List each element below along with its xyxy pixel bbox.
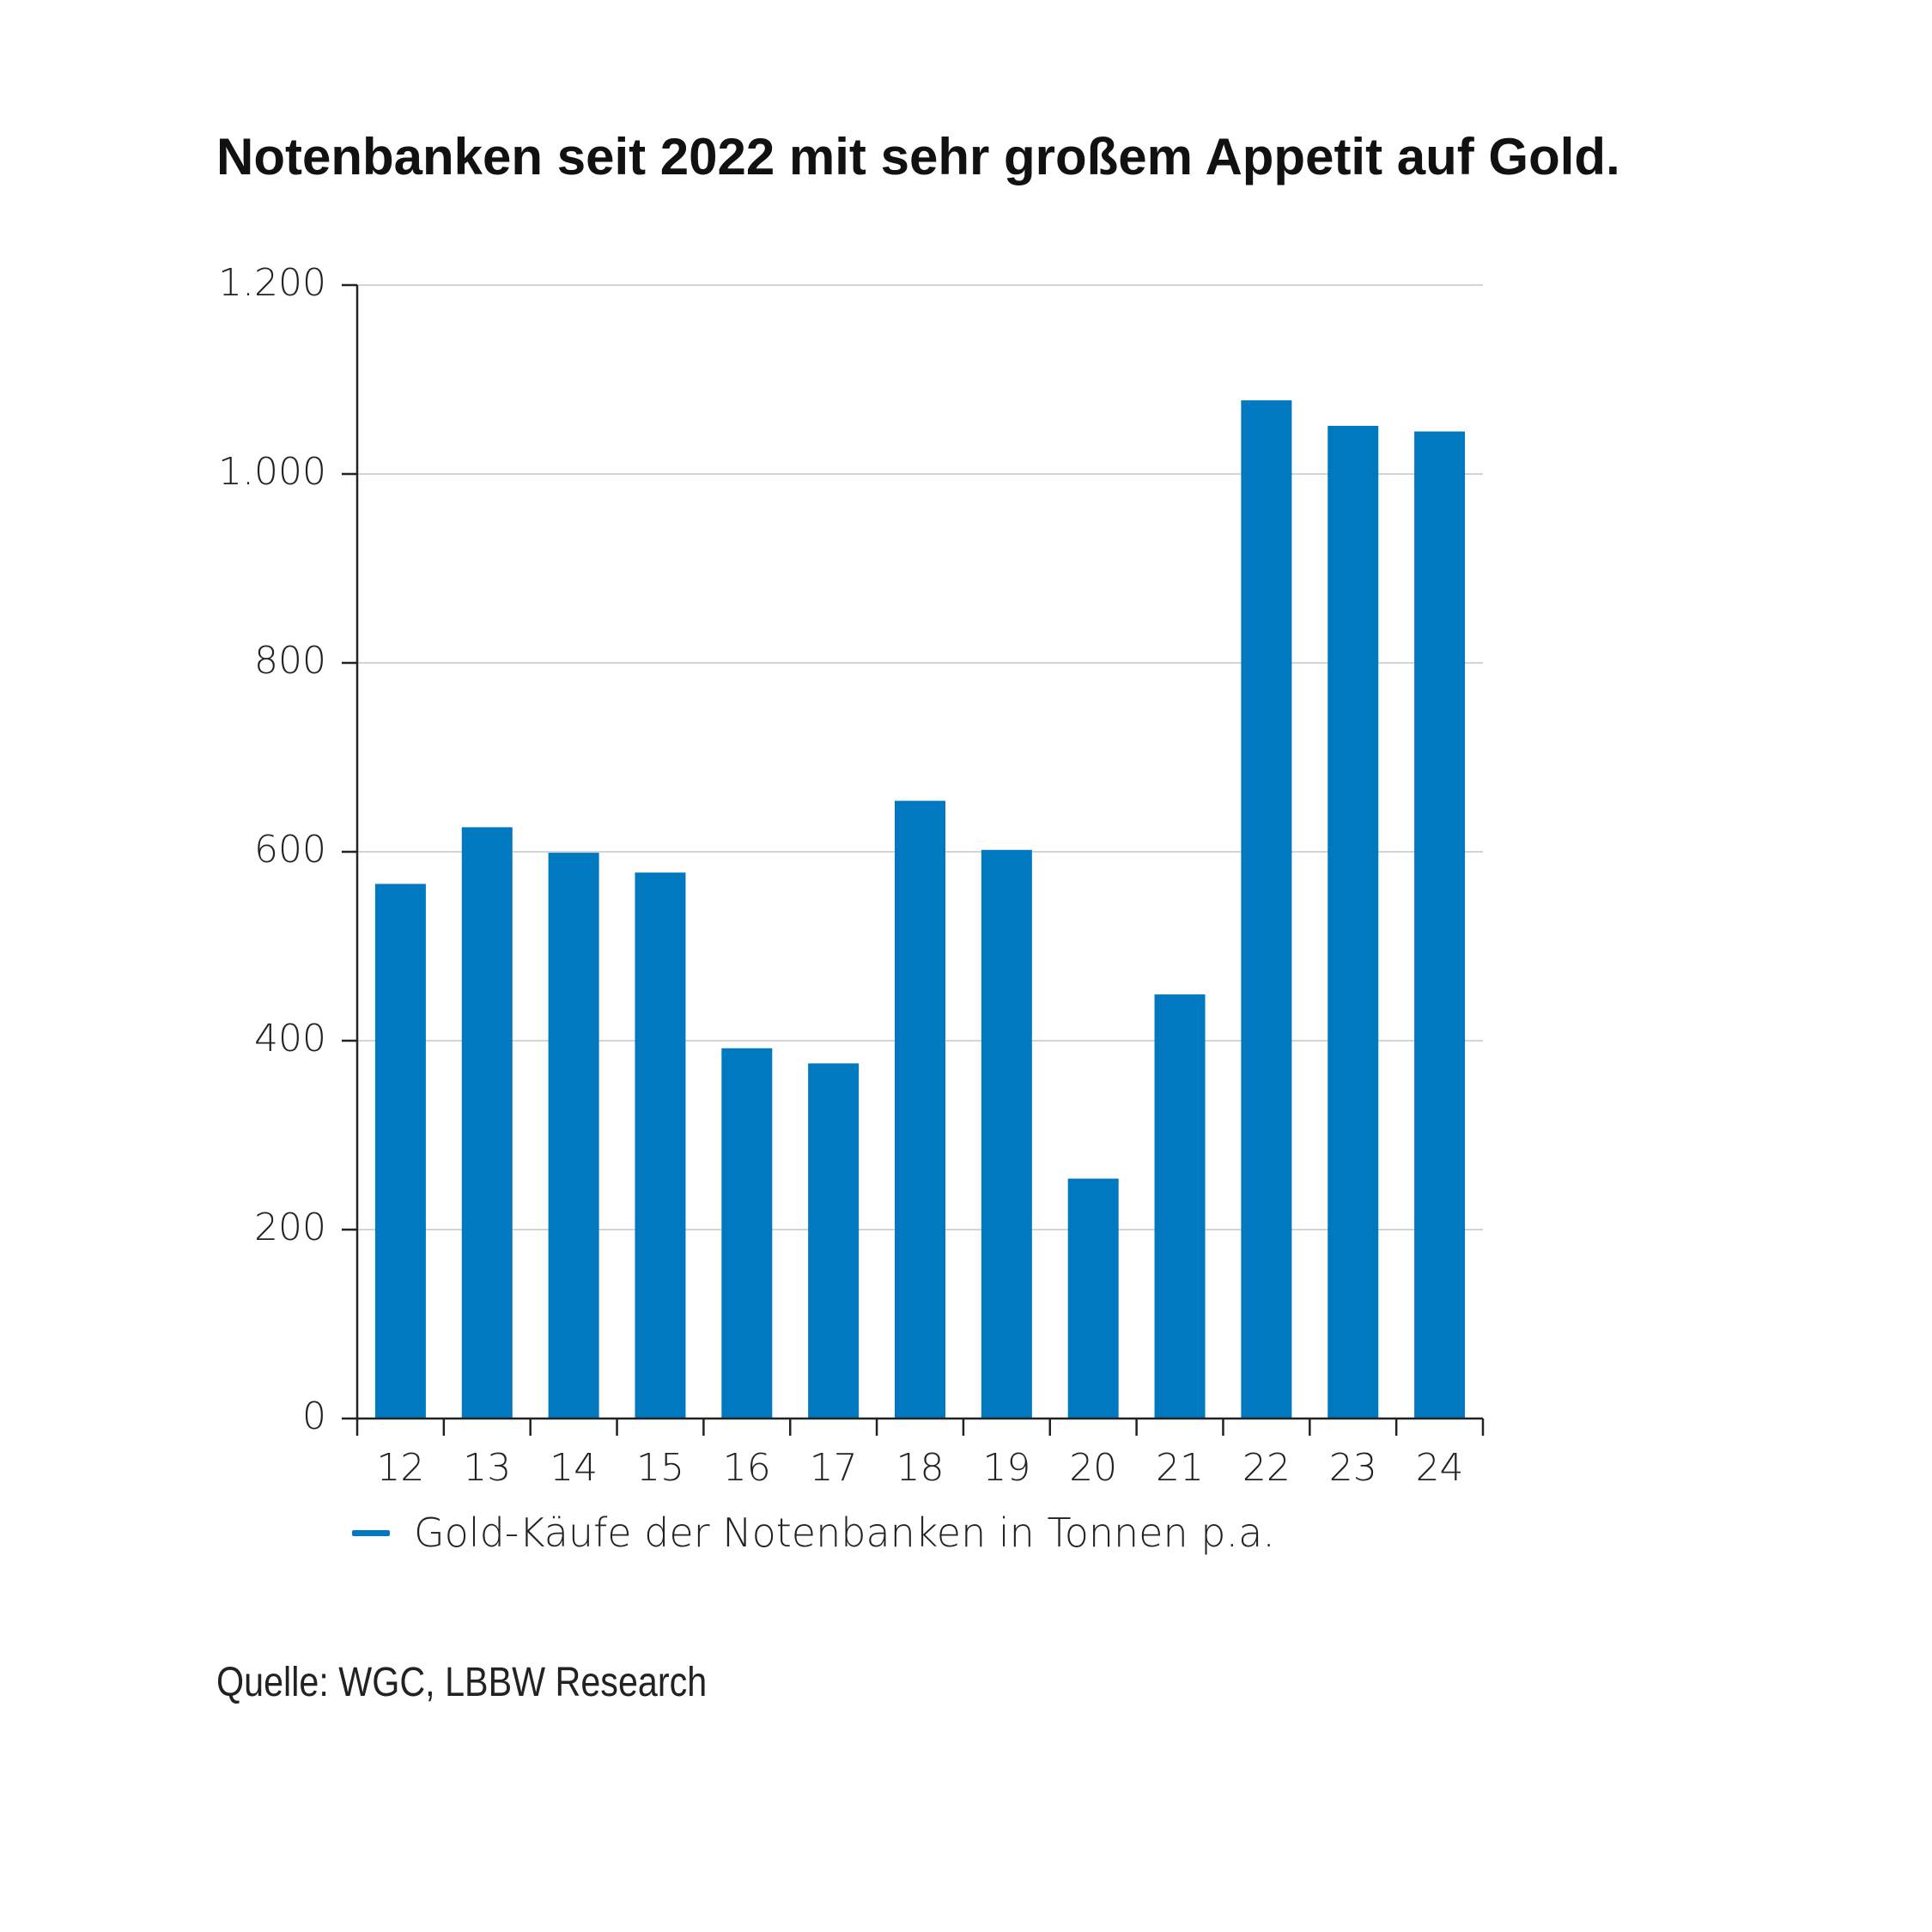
- x-tick-label: 14: [550, 1446, 598, 1490]
- bar: [548, 853, 599, 1419]
- y-tick-label: 1.200: [218, 261, 326, 305]
- x-tick-label: 19: [982, 1446, 1030, 1490]
- source-note: Quelle: WGC, LBBW Research: [216, 1660, 708, 1705]
- bar: [1067, 1178, 1119, 1419]
- bar: [374, 884, 426, 1419]
- bar: [461, 827, 513, 1419]
- x-tick-label: 23: [1329, 1446, 1377, 1490]
- chart-title: Notenbanken seit 2022 mit sehr großem Ap…: [216, 128, 1620, 185]
- legend-swatch: [352, 1529, 390, 1536]
- x-tick-label: 22: [1242, 1446, 1291, 1490]
- bar: [1327, 425, 1379, 1419]
- bar: [981, 849, 1032, 1419]
- y-tick-label: 200: [254, 1206, 326, 1249]
- y-tick-label: 1.000: [218, 450, 326, 494]
- x-tick-label: 15: [636, 1446, 684, 1490]
- y-tick-label: 800: [254, 639, 326, 683]
- x-tick-labels: 12 13 14 15 16 17 18 19 20 21 22 23 24: [376, 1446, 1463, 1490]
- bar: [635, 872, 686, 1419]
- y-tick-label: 600: [254, 828, 326, 872]
- x-tick-label: 18: [896, 1446, 945, 1490]
- bar: [721, 1048, 773, 1419]
- x-tick-label: 24: [1416, 1446, 1464, 1490]
- legend-label: Gold-Käufe der Notenbanken in Tonnen p.a…: [414, 1510, 1275, 1556]
- bars: [374, 400, 1466, 1419]
- x-tick-label: 16: [723, 1446, 771, 1490]
- bar: [1154, 994, 1206, 1419]
- x-tick-label: 21: [1156, 1446, 1204, 1490]
- bar: [808, 1063, 860, 1419]
- axes: [342, 283, 1485, 1436]
- y-tick-label: 400: [254, 1017, 326, 1060]
- x-tick-label: 13: [463, 1446, 511, 1490]
- bar: [1414, 431, 1466, 1419]
- bar: [895, 800, 945, 1419]
- x-tick-label: 20: [1069, 1446, 1117, 1490]
- legend: Gold-Käufe der Notenbanken in Tonnen p.a…: [352, 1510, 1275, 1556]
- y-tick-label: 0: [302, 1394, 326, 1438]
- x-tick-label: 17: [810, 1446, 858, 1490]
- x-tick-label: 12: [376, 1446, 424, 1490]
- y-tick-labels: 0 200 400 600 800 1.000 1.200: [218, 261, 326, 1438]
- bar: [1241, 400, 1292, 1419]
